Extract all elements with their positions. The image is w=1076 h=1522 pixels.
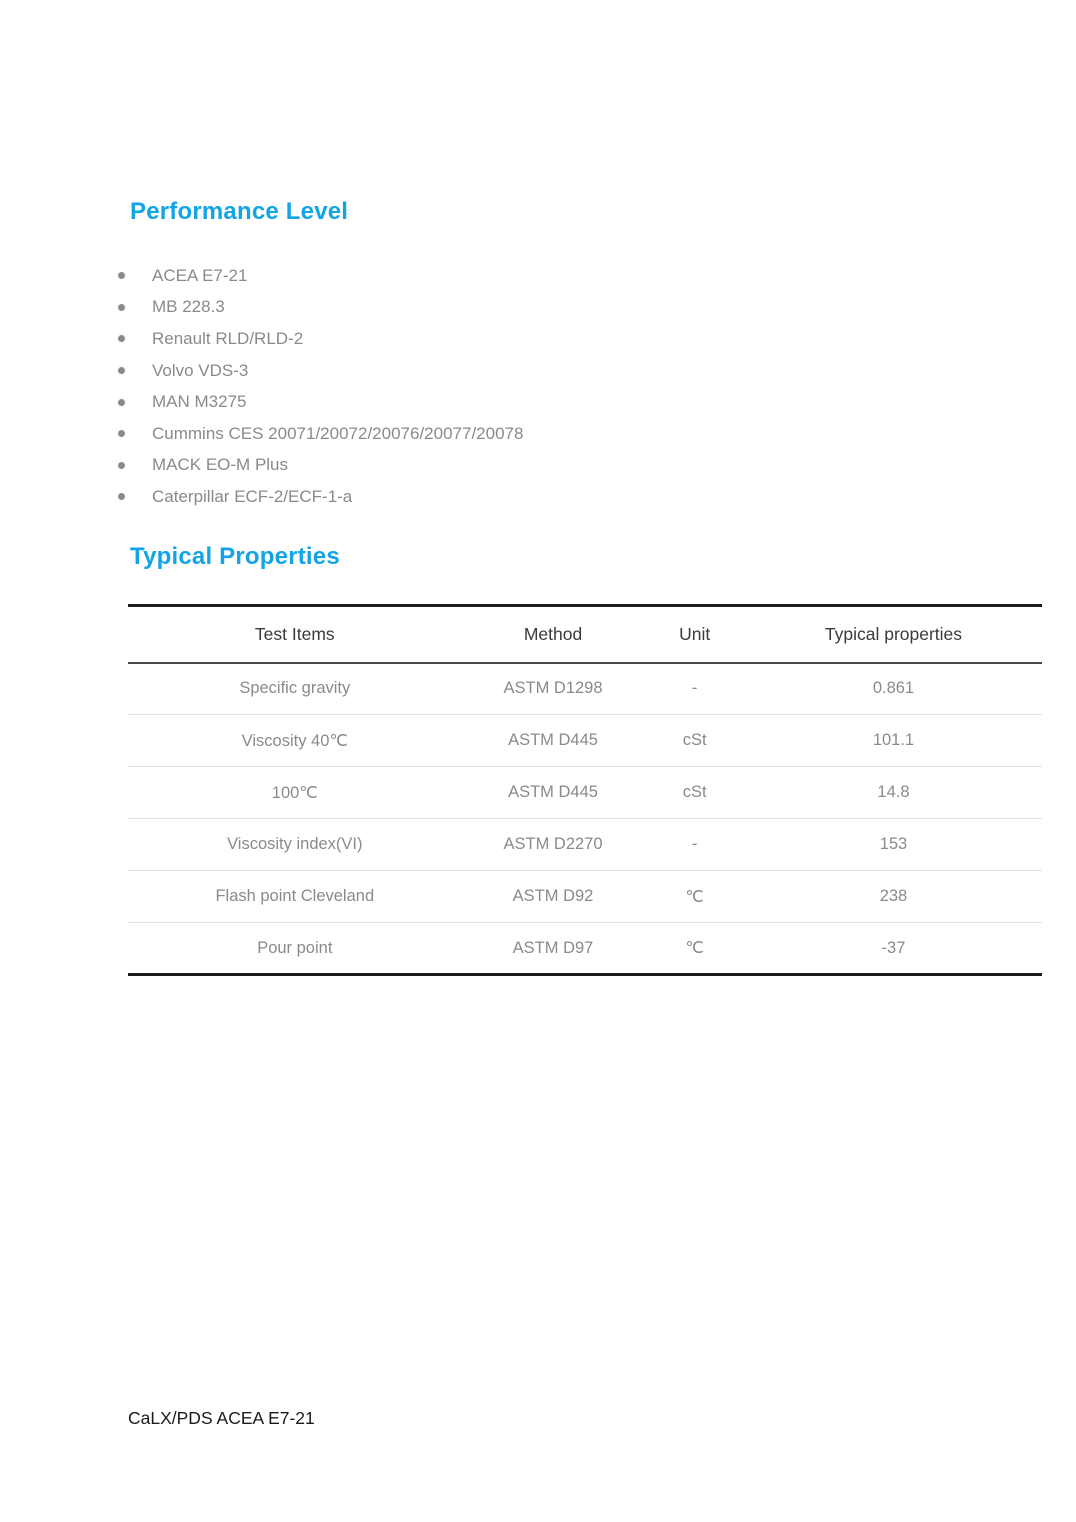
bullet-icon xyxy=(118,398,125,406)
table-cell-value: 14.8 xyxy=(877,783,910,801)
table-row: Flash point Cleveland ASTM D92 ℃ 238 xyxy=(128,871,1042,923)
table-cell-method: ASTM D445 xyxy=(508,783,598,801)
table-cell-item: Pour point xyxy=(257,938,333,957)
list-item: MACK EO-M Plus xyxy=(115,450,523,482)
typical-properties-heading: Typical Properties xyxy=(130,543,340,570)
table-cell-value: 101.1 xyxy=(872,731,915,749)
list-item: MB 228.3 xyxy=(115,292,523,324)
list-item-label: Caterpillar ECF-2/ECF-1-a xyxy=(152,486,353,506)
table-cell-unit: ℃ xyxy=(685,939,704,957)
list-item: Caterpillar ECF-2/ECF-1-a xyxy=(115,481,523,513)
column-header: Typical properties xyxy=(824,623,963,644)
bullet-icon xyxy=(118,430,125,438)
list-item: Cummins CES 20071/20072/20076/20077/2007… xyxy=(115,418,523,450)
list-item: Renault RLD/RLD-2 xyxy=(115,323,523,355)
table-cell-unit: cSt xyxy=(682,783,707,801)
table-cell-method: ASTM D92 xyxy=(512,887,594,905)
table-cell-value: 153 xyxy=(879,835,908,853)
performance-level-heading: Performance Level xyxy=(130,198,349,225)
table-cell-method: ASTM D97 xyxy=(512,938,594,957)
table-cell-item: Specific gravity xyxy=(239,679,351,698)
list-item: MAN M3275 xyxy=(115,386,523,418)
column-header: Test Items xyxy=(254,623,335,644)
properties-table: Test Items Method Unit Typical properties S… xyxy=(128,604,1042,976)
bullet-icon xyxy=(118,303,125,311)
list-item-label: Volvo VDS-3 xyxy=(152,360,249,380)
table-row: Viscosity index(VI) ASTM D2270 - 153 xyxy=(128,819,1042,871)
list-item-label: Renault RLD/RLD-2 xyxy=(152,328,304,348)
table-body: Specific gravity ASTM D1298 - 0.861 Viscosit… xyxy=(128,663,1042,975)
table-row: 100℃ ASTM D445 cSt 14.8 xyxy=(128,767,1042,819)
bullet-icon xyxy=(118,367,125,375)
table-cell-item: 100℃ xyxy=(271,783,318,802)
table-cell-value: 238 xyxy=(879,887,908,905)
table-cell-method: ASTM D2270 xyxy=(503,835,603,853)
table-header-row: Test Items Method Unit Typical properties xyxy=(128,605,1042,663)
bullet-icon xyxy=(118,461,125,469)
bullet-icon xyxy=(118,272,125,280)
column-header: Method xyxy=(523,623,583,644)
table-cell-unit: ℃ xyxy=(685,887,704,906)
table-cell-unit: - xyxy=(691,835,698,853)
table-cell-item: Flash point Cleveland xyxy=(215,887,375,905)
bullet-icon xyxy=(118,335,125,343)
table-row: Pour point ASTM D97 ℃ -37 xyxy=(128,923,1042,975)
table-cell-method: ASTM D445 xyxy=(508,731,598,749)
performance-list: ACEA E7-21 MB 228.3 Renault RLD/RLD-2 Volvo… xyxy=(115,260,523,513)
list-item-label: ACEA E7-21 xyxy=(152,265,248,285)
list-item-label: MAN M3275 xyxy=(152,392,247,412)
table-cell-item: Viscosity index(VI) xyxy=(227,835,363,853)
table-cell-unit: cSt xyxy=(682,731,707,749)
table-row: Viscosity 40℃ ASTM D445 cSt 101.1 xyxy=(128,715,1042,767)
list-item-label: MACK EO-M Plus xyxy=(152,455,289,475)
table-cell-value: 0.861 xyxy=(872,679,915,698)
table-cell-value: -37 xyxy=(881,938,906,957)
bullet-icon xyxy=(118,493,125,501)
table-row: Specific gravity ASTM D1298 - 0.861 xyxy=(128,663,1042,715)
list-item: ACEA E7-21 xyxy=(115,260,523,292)
list-item-label: Cummins CES 20071/20072/20076/20077/2007… xyxy=(152,423,524,443)
list-item-label: MB 228.3 xyxy=(152,297,225,317)
column-header: Unit xyxy=(679,623,711,644)
table-cell-item: Viscosity 40℃ xyxy=(241,731,348,750)
document-footer-code: CaLX/PDS ACEA E7-21 xyxy=(128,1408,315,1428)
table-cell-unit: - xyxy=(691,679,698,698)
table-cell-method: ASTM D1298 xyxy=(503,679,603,698)
list-item: Volvo VDS-3 xyxy=(115,355,523,387)
